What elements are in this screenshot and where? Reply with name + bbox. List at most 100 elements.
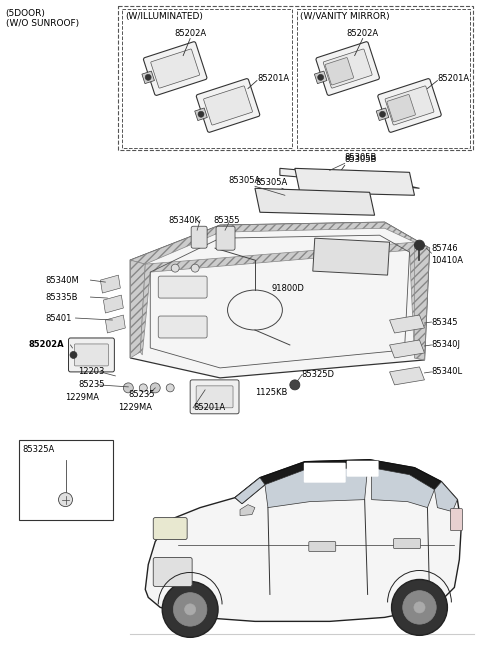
Circle shape	[414, 602, 425, 613]
Circle shape	[318, 74, 324, 80]
FancyBboxPatch shape	[191, 226, 207, 248]
Bar	[297, 9, 470, 148]
Text: 1125KB: 1125KB	[255, 388, 288, 398]
Text: 85355: 85355	[213, 216, 240, 225]
Polygon shape	[255, 188, 374, 215]
Polygon shape	[130, 222, 430, 378]
Circle shape	[166, 384, 174, 392]
Polygon shape	[140, 242, 424, 360]
Circle shape	[150, 383, 160, 393]
FancyBboxPatch shape	[74, 344, 108, 366]
FancyBboxPatch shape	[69, 338, 114, 372]
Polygon shape	[235, 460, 442, 504]
Circle shape	[415, 240, 424, 250]
FancyBboxPatch shape	[204, 86, 252, 125]
Circle shape	[191, 264, 199, 272]
Text: 85305B: 85305B	[345, 154, 377, 162]
Polygon shape	[240, 504, 255, 516]
Circle shape	[392, 579, 447, 636]
Bar	[122, 9, 292, 148]
FancyBboxPatch shape	[385, 86, 434, 125]
Polygon shape	[280, 169, 420, 188]
Text: 85325A: 85325A	[23, 445, 55, 454]
Text: (W/VANITY MIRROR): (W/VANITY MIRROR)	[300, 12, 389, 21]
Polygon shape	[235, 478, 265, 504]
Polygon shape	[265, 468, 368, 508]
Circle shape	[198, 112, 204, 117]
Text: 85201A: 85201A	[437, 74, 469, 83]
FancyBboxPatch shape	[158, 276, 207, 298]
FancyBboxPatch shape	[144, 42, 207, 95]
Circle shape	[380, 112, 385, 117]
Circle shape	[290, 380, 300, 390]
FancyBboxPatch shape	[158, 316, 207, 338]
FancyBboxPatch shape	[153, 518, 187, 539]
FancyBboxPatch shape	[196, 79, 260, 133]
Text: 85340K: 85340K	[168, 216, 200, 225]
FancyBboxPatch shape	[316, 42, 379, 95]
Polygon shape	[415, 242, 430, 360]
Text: 85746: 85746	[432, 243, 458, 253]
Text: 85340J: 85340J	[432, 340, 460, 350]
Polygon shape	[313, 238, 390, 275]
Polygon shape	[130, 222, 430, 264]
Circle shape	[185, 604, 196, 615]
Text: 85401: 85401	[46, 314, 72, 323]
Text: (5DOOR)
(W/O SUNROOF): (5DOOR) (W/O SUNROOF)	[6, 9, 79, 28]
Polygon shape	[103, 295, 123, 313]
Polygon shape	[295, 169, 415, 195]
Text: 10410A: 10410A	[432, 256, 464, 264]
Text: 85235: 85235	[128, 390, 155, 400]
Circle shape	[139, 384, 147, 392]
Circle shape	[145, 74, 151, 80]
Text: 85335B: 85335B	[46, 293, 78, 302]
Polygon shape	[434, 482, 457, 512]
Bar	[195, 108, 207, 121]
Text: 85235: 85235	[78, 380, 105, 390]
Circle shape	[123, 383, 133, 393]
Text: 1229MA: 1229MA	[119, 403, 152, 413]
Circle shape	[173, 592, 207, 626]
Polygon shape	[130, 260, 145, 358]
Text: 85345: 85345	[432, 318, 458, 327]
Polygon shape	[390, 315, 424, 333]
Bar	[142, 71, 155, 83]
Polygon shape	[372, 468, 434, 508]
FancyBboxPatch shape	[450, 508, 462, 531]
Text: 1229MA: 1229MA	[65, 394, 99, 402]
FancyBboxPatch shape	[309, 542, 336, 552]
Text: 85325D: 85325D	[302, 371, 335, 379]
Circle shape	[171, 264, 179, 272]
Polygon shape	[145, 460, 461, 621]
Polygon shape	[390, 367, 424, 385]
FancyBboxPatch shape	[190, 380, 239, 414]
Circle shape	[59, 493, 72, 506]
FancyBboxPatch shape	[378, 79, 441, 133]
FancyBboxPatch shape	[153, 558, 192, 586]
Text: 91800D: 91800D	[272, 283, 305, 293]
Text: 85202A: 85202A	[174, 29, 206, 37]
Text: 85340L: 85340L	[432, 367, 463, 377]
Polygon shape	[100, 275, 120, 293]
FancyBboxPatch shape	[394, 539, 420, 548]
Bar	[19, 440, 113, 520]
FancyBboxPatch shape	[216, 226, 235, 250]
Bar	[376, 108, 389, 121]
Bar	[314, 71, 327, 83]
FancyBboxPatch shape	[325, 58, 354, 85]
Text: 12203: 12203	[78, 367, 105, 377]
Text: (W/ILLUMINATED): (W/ILLUMINATED)	[125, 12, 203, 21]
Polygon shape	[390, 340, 424, 358]
Polygon shape	[106, 315, 125, 333]
FancyBboxPatch shape	[304, 462, 346, 483]
FancyBboxPatch shape	[323, 49, 372, 88]
FancyBboxPatch shape	[196, 386, 233, 408]
Text: 85305A: 85305A	[228, 176, 260, 185]
Text: 85305A: 85305A	[255, 178, 287, 188]
Text: 85305B: 85305B	[345, 155, 377, 165]
Text: 85201A: 85201A	[193, 403, 225, 413]
FancyBboxPatch shape	[151, 49, 200, 88]
Circle shape	[162, 581, 218, 638]
Bar	[119, 6, 473, 150]
Text: 85340M: 85340M	[46, 276, 79, 285]
